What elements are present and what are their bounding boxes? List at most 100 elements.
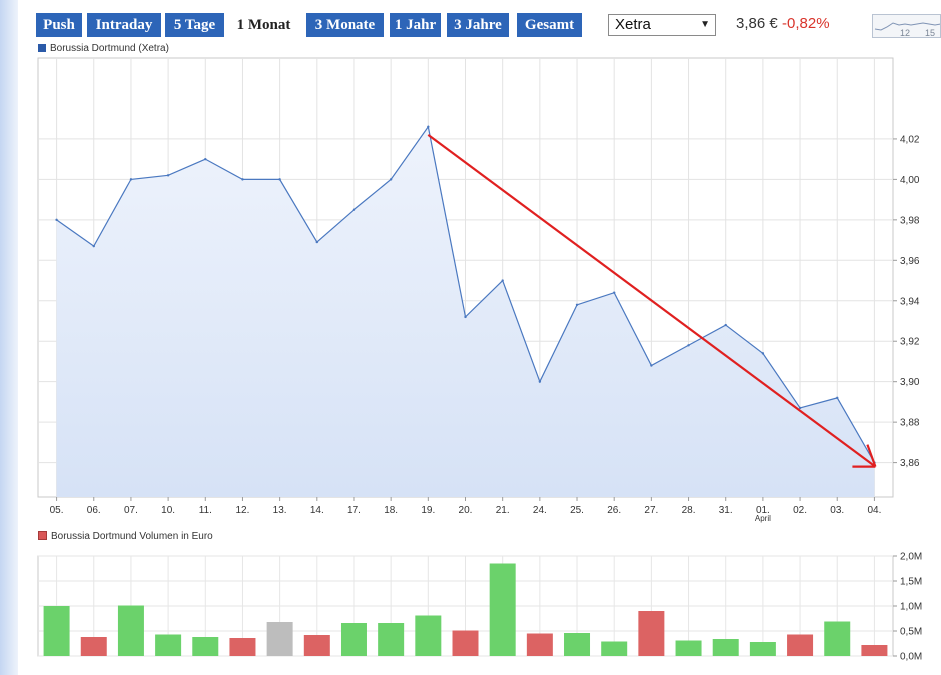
price-y-tick-label: 3,92 <box>900 337 920 348</box>
volume-bar <box>415 615 442 656</box>
volume-bar <box>712 639 739 656</box>
volume-bar <box>564 633 591 656</box>
price-point <box>241 178 244 181</box>
tab-intraday[interactable]: Intraday <box>87 13 161 37</box>
price-x-tick-label: 27. <box>644 505 658 516</box>
price-y-tick-label: 3,96 <box>900 256 920 267</box>
price-x-tick-label: 21. <box>496 505 510 516</box>
volume-bar <box>824 621 851 656</box>
tab-push[interactable]: Push <box>36 13 82 37</box>
price-y-tick-label: 3,94 <box>900 296 920 307</box>
price-point <box>724 323 727 327</box>
price-x-tick-label: 17. <box>347 505 361 516</box>
price-point <box>575 303 579 307</box>
volume-legend-label: Borussia Dortmund Volumen in Euro <box>51 531 213 542</box>
price-point <box>798 406 802 410</box>
dropdown-arrow-icon: ▼ <box>700 19 710 30</box>
mini-chart-label-1: 12 <box>900 28 911 38</box>
tab-3-jahre[interactable]: 3 Jahre <box>447 13 509 37</box>
price-x-tick-label: 07. <box>124 505 138 516</box>
price-x-tick-label: 12. <box>236 505 250 516</box>
price-y-tick-label: 4,02 <box>900 134 920 145</box>
price-x-tick-label: 28. <box>682 505 696 516</box>
exchange-select[interactable]: Xetra ▼ <box>608 14 716 36</box>
price-y-tick-label: 3,86 <box>900 458 920 469</box>
volume-bar <box>526 633 553 656</box>
price-point <box>389 178 393 181</box>
price-point <box>836 396 839 400</box>
price-legend-label: Borussia Dortmund (Xetra) <box>50 43 169 54</box>
price-x-tick-label: 02. <box>793 505 807 516</box>
volume-y-tick-label: 2,0M <box>900 552 922 563</box>
volume-bar <box>340 623 367 656</box>
volume-y-tick-label: 0,0M <box>900 652 922 663</box>
volume-bar <box>749 642 776 656</box>
price-point <box>650 364 653 367</box>
volume-bar <box>601 641 628 656</box>
price-x-tick-label: 05. <box>50 505 64 516</box>
volume-bar <box>489 563 516 656</box>
volume-bar <box>675 640 702 656</box>
volume-bar <box>80 637 107 656</box>
price-point <box>55 218 58 222</box>
volume-legend: Borussia Dortmund Volumen in Euro <box>38 531 213 542</box>
price-point <box>612 291 616 294</box>
price-y-tick-label: 3,90 <box>900 377 920 388</box>
price-point <box>761 352 765 355</box>
price-legend-swatch <box>38 44 46 52</box>
mini-chart-line <box>874 22 940 31</box>
price-x-tick-label: 18. <box>384 505 398 516</box>
price-point <box>352 208 356 211</box>
price-x-tick-label: 20. <box>459 505 473 516</box>
trend-arrow-line <box>427 133 877 468</box>
volume-bar <box>303 635 330 656</box>
tab-1-jahr[interactable]: 1 Jahr <box>390 13 441 37</box>
volume-bar <box>229 638 256 656</box>
price-y-tick-label: 4,00 <box>900 175 920 186</box>
price-point <box>464 315 467 319</box>
volume-y-tick-label: 1,5M <box>900 577 922 588</box>
price-x-tick-label: 10. <box>161 505 175 516</box>
price-point <box>501 279 504 282</box>
price-point <box>204 157 207 161</box>
volume-bar <box>638 611 665 656</box>
price-point <box>427 125 430 128</box>
quote-price: 3,86 € <box>736 15 778 32</box>
price-x-tick-label: 11. <box>199 505 212 516</box>
price-point <box>278 178 281 181</box>
volume-legend-swatch <box>38 531 47 540</box>
volume-bar <box>117 605 144 656</box>
volume-bar <box>452 630 479 656</box>
price-x-tick-label: 31. <box>719 505 733 516</box>
price-point <box>687 344 690 347</box>
price-point <box>92 244 95 248</box>
volume-bar <box>378 623 405 656</box>
volume-bar <box>192 637 219 656</box>
volume-y-tick-label: 0,5M <box>900 627 922 638</box>
volume-bar <box>43 606 70 656</box>
volume-bar <box>155 634 182 656</box>
mini-chart-label-2: 15 <box>925 28 936 38</box>
price-y-tick-label: 3,88 <box>900 418 920 429</box>
price-x-tick-label: 04. <box>867 505 881 516</box>
mini-chart[interactable]: 12 15 <box>872 14 941 38</box>
volume-bar <box>266 622 293 656</box>
price-x-tick-label: 19. <box>421 505 435 516</box>
sidebar-strip <box>0 0 18 675</box>
tab-gesamt[interactable]: Gesamt <box>517 13 582 37</box>
price-x-tick-label: 24. <box>533 505 547 516</box>
price-legend: Borussia Dortmund (Xetra) <box>38 43 169 54</box>
tab-5-tage[interactable]: 5 Tage <box>165 13 224 37</box>
price-x-tick-label: 03. <box>830 505 844 516</box>
price-area-fill <box>56 126 875 497</box>
price-point <box>538 380 542 383</box>
tab-1-monat[interactable]: 1 Monat <box>229 13 298 37</box>
exchange-selected-value: Xetra <box>615 16 651 33</box>
price-point <box>166 174 170 177</box>
tab-3-monate[interactable]: 3 Monate <box>306 13 384 37</box>
volume-y-tick-label: 1,0M <box>900 602 922 613</box>
price-x-tick-label: 14. <box>310 505 324 516</box>
price-x-tick-label: 01. <box>756 505 770 516</box>
price-point <box>129 178 133 181</box>
